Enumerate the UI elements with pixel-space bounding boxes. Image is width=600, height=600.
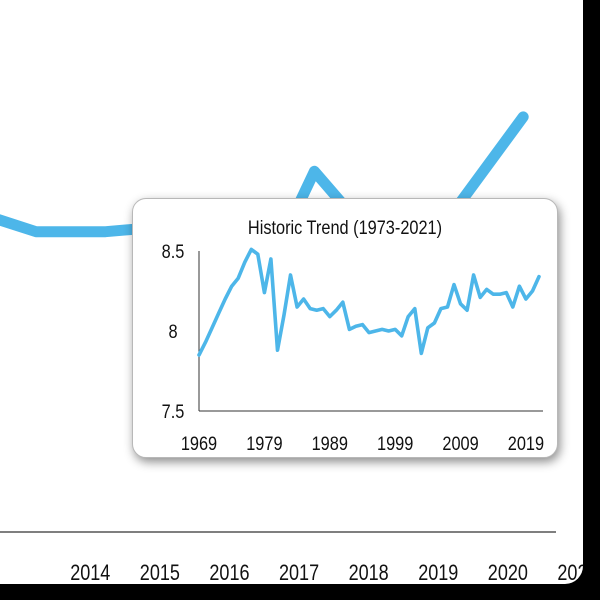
x-tick-label: 2020: [488, 561, 528, 584]
x-tick-label: 2014: [70, 561, 110, 584]
inset-x-tick-label: 1969: [181, 433, 217, 454]
x-tick-label: 2016: [209, 561, 249, 584]
inset-y-tick-label: 8: [168, 321, 177, 342]
inset-line-chart: Historic Trend (1973-2021) 7.5 8 8.5 1969 197…: [162, 217, 544, 454]
chart-card: 2014 2015 2016 2017 2018 2019 2020 2021 Histori…: [0, 0, 583, 584]
inset-x-tick-label: 1999: [377, 433, 413, 454]
x-tick-label: 2018: [349, 561, 389, 584]
inset-series-line: [197, 247, 541, 357]
x-tick-label: 2017: [279, 561, 319, 584]
inset-y-tick-label: 7.5: [162, 401, 185, 422]
inset-title: Historic Trend (1973-2021): [248, 217, 442, 238]
x-tick-label: 2015: [140, 561, 180, 584]
x-tick-label: 2019: [418, 561, 458, 584]
inset-x-tick-label: 1979: [246, 433, 282, 454]
inset-x-tick-label: 2019: [508, 433, 544, 454]
inset-x-tick-label: 1989: [312, 433, 348, 454]
historic-trend-inset: Historic Trend (1973-2021) 7.5 8 8.5 1969 197…: [132, 198, 558, 458]
inset-y-tick-label: 8.5: [162, 241, 185, 262]
inset-x-tick-label: 2009: [442, 433, 478, 454]
x-tick-label: 2021: [557, 561, 583, 584]
